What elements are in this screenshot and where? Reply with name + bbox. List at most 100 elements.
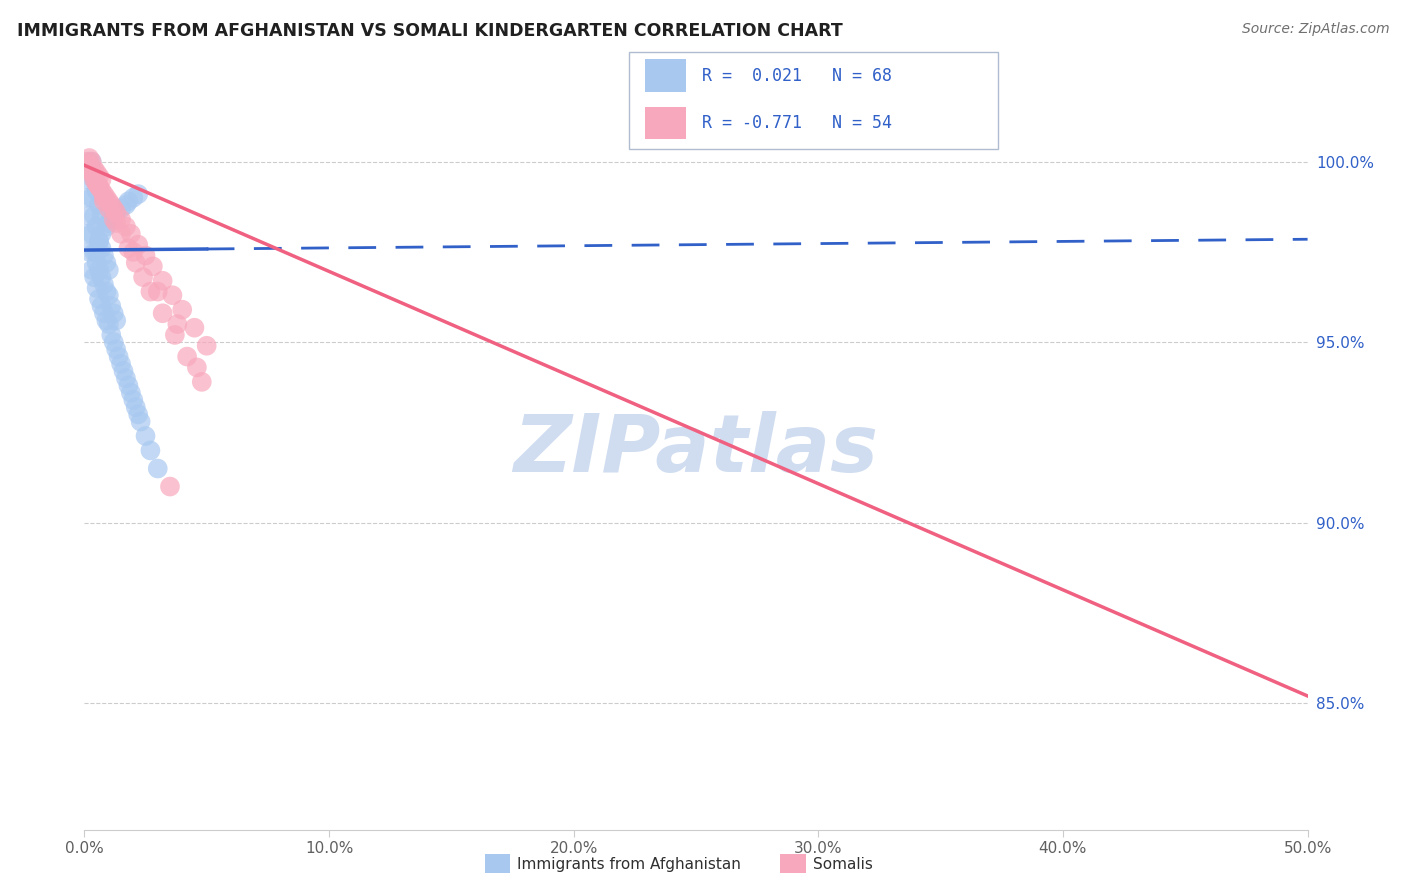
- Point: [115, 219, 138, 234]
- Point: [77, 158, 100, 172]
- Point: [191, 375, 214, 389]
- Point: [129, 415, 152, 429]
- Point: [139, 443, 162, 458]
- Text: Somalis: Somalis: [813, 857, 873, 871]
- Point: [122, 191, 145, 205]
- Point: [100, 212, 122, 227]
- Point: [80, 165, 103, 179]
- Point: [135, 248, 157, 262]
- Point: [97, 194, 120, 209]
- Text: ZIPatlas: ZIPatlas: [513, 411, 879, 490]
- Point: [93, 187, 115, 202]
- Point: [127, 408, 149, 422]
- Bar: [644, 106, 686, 139]
- Point: [125, 400, 148, 414]
- Point: [87, 263, 110, 277]
- Point: [83, 169, 105, 183]
- Point: [103, 306, 125, 320]
- Point: [80, 161, 103, 176]
- Point: [97, 263, 120, 277]
- Point: [76, 191, 98, 205]
- Point: [77, 244, 100, 259]
- Point: [87, 234, 110, 248]
- Point: [146, 461, 169, 475]
- Point: [76, 154, 98, 169]
- Point: [83, 172, 105, 186]
- Point: [80, 154, 103, 169]
- Point: [139, 285, 162, 299]
- Point: [100, 198, 122, 212]
- Point: [105, 205, 128, 219]
- Point: [97, 202, 120, 216]
- Point: [163, 327, 186, 342]
- Point: [86, 176, 108, 190]
- Point: [77, 161, 100, 176]
- Bar: [644, 59, 686, 92]
- Point: [93, 306, 115, 320]
- Text: R = -0.771   N = 54: R = -0.771 N = 54: [702, 114, 891, 132]
- Point: [159, 479, 181, 493]
- Point: [86, 219, 108, 234]
- Point: [93, 277, 115, 292]
- Point: [90, 172, 112, 186]
- Point: [146, 285, 169, 299]
- Point: [90, 299, 112, 313]
- Point: [86, 165, 108, 179]
- Point: [172, 302, 194, 317]
- Point: [97, 317, 120, 331]
- Point: [117, 241, 139, 255]
- Point: [97, 288, 120, 302]
- Point: [87, 234, 110, 248]
- Point: [96, 256, 118, 270]
- Point: [86, 256, 108, 270]
- Point: [77, 154, 100, 169]
- Point: [90, 209, 112, 223]
- Point: [96, 219, 118, 234]
- Point: [152, 306, 174, 320]
- Point: [87, 292, 110, 306]
- Point: [77, 172, 100, 186]
- FancyBboxPatch shape: [630, 52, 998, 149]
- Point: [83, 270, 105, 285]
- Point: [96, 285, 118, 299]
- Point: [80, 227, 103, 241]
- Point: [110, 212, 132, 227]
- Point: [132, 270, 155, 285]
- Point: [83, 209, 105, 223]
- Point: [80, 263, 103, 277]
- Point: [103, 335, 125, 350]
- Point: [103, 202, 125, 216]
- Point: [105, 343, 128, 357]
- Point: [86, 244, 108, 259]
- Point: [103, 209, 125, 223]
- Point: [86, 281, 108, 295]
- Point: [127, 187, 149, 202]
- Point: [166, 317, 188, 331]
- Point: [83, 161, 105, 176]
- Point: [142, 260, 165, 274]
- Point: [80, 154, 103, 169]
- Text: IMMIGRANTS FROM AFGHANISTAN VS SOMALI KINDERGARTEN CORRELATION CHART: IMMIGRANTS FROM AFGHANISTAN VS SOMALI KI…: [17, 22, 842, 40]
- Point: [115, 371, 138, 385]
- Point: [135, 429, 157, 443]
- Point: [105, 216, 128, 230]
- Point: [103, 212, 125, 227]
- Point: [186, 360, 208, 375]
- Point: [87, 180, 110, 194]
- Point: [80, 191, 103, 205]
- Point: [87, 180, 110, 194]
- Point: [77, 209, 100, 223]
- Text: Immigrants from Afghanistan: Immigrants from Afghanistan: [517, 857, 741, 871]
- Point: [176, 350, 198, 364]
- Point: [122, 392, 145, 407]
- Point: [93, 248, 115, 262]
- Point: [97, 216, 120, 230]
- Point: [77, 151, 100, 165]
- Point: [105, 205, 128, 219]
- Point: [195, 339, 218, 353]
- Point: [96, 191, 118, 205]
- Point: [122, 244, 145, 259]
- Text: Source: ZipAtlas.com: Source: ZipAtlas.com: [1241, 22, 1389, 37]
- Point: [86, 176, 108, 190]
- Point: [127, 237, 149, 252]
